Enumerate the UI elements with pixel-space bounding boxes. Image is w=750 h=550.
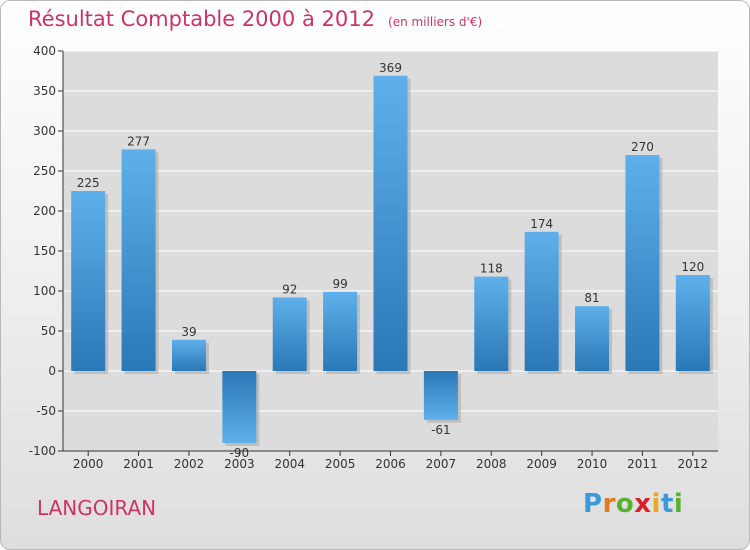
logo-letter: r (602, 489, 616, 519)
y-tick-label: -50 (36, 404, 56, 418)
x-tick-label-2008: 2008 (476, 457, 507, 471)
bar-2002 (171, 339, 206, 371)
value-label-2011: 270 (631, 140, 654, 154)
logo-letter: P (583, 489, 603, 519)
y-tick-label: -100 (29, 444, 56, 458)
value-label-2010: 81 (584, 291, 599, 305)
x-tick-label-2011: 2011 (627, 457, 658, 471)
y-tick-label: 200 (33, 204, 56, 218)
bar-2005 (323, 291, 358, 371)
x-tick-label-2003: 2003 (224, 457, 255, 471)
x-tick-label-2006: 2006 (375, 457, 406, 471)
value-label-2000: 225 (77, 176, 100, 190)
value-label-2008: 118 (480, 262, 503, 276)
y-tick-label: 300 (33, 124, 56, 138)
value-label-2002: 39 (181, 325, 196, 339)
y-tick-label: 150 (33, 244, 56, 258)
logo-letter: t (660, 489, 674, 519)
location-name: LANGOIRAN (37, 496, 157, 520)
bar-2010 (575, 306, 610, 371)
x-tick-label-2004: 2004 (274, 457, 305, 471)
x-tick-label-2001: 2001 (123, 457, 154, 471)
bar-2011 (625, 155, 660, 371)
x-tick-label-2010: 2010 (577, 457, 608, 471)
bar-2006 (373, 75, 408, 372)
value-label-2006: 369 (379, 61, 402, 75)
bar-2007 (423, 371, 458, 420)
logo-letter: x (634, 489, 652, 519)
logo-letter: o (615, 489, 635, 519)
logo-letter: i (673, 489, 684, 519)
value-label-2005: 99 (332, 277, 347, 291)
x-tick-label-2002: 2002 (174, 457, 205, 471)
y-tick-label: 350 (33, 84, 56, 98)
logo-letter: i (651, 489, 661, 519)
y-tick-label: 100 (33, 284, 56, 298)
x-tick-label-2009: 2009 (526, 457, 557, 471)
chart-title: Résultat Comptable 2000 à 2012 (en milli… (28, 7, 482, 31)
value-label-2009: 174 (530, 217, 553, 231)
bar-2001 (121, 149, 156, 371)
unit-subtitle: (en milliers d'€) (388, 15, 483, 29)
x-tick-label-2007: 2007 (426, 457, 457, 471)
bar-2009 (524, 231, 559, 371)
y-tick-label: 0 (48, 364, 56, 378)
x-tick-label-2000: 2000 (73, 457, 104, 471)
x-tick-label-2005: 2005 (325, 457, 356, 471)
proxiti-logo: Proxiti (583, 489, 683, 519)
x-tick-label-2012: 2012 (678, 457, 709, 471)
bar-2004 (272, 297, 307, 371)
y-tick-label: 250 (33, 164, 56, 178)
title-text: Résultat Comptable 2000 à 2012 (28, 7, 375, 31)
value-label-2012: 120 (681, 260, 704, 274)
y-tick-label: 400 (33, 44, 56, 58)
bar-2003 (222, 371, 257, 443)
bar-2008 (474, 276, 509, 371)
value-label-2004: 92 (282, 282, 297, 296)
bar-2012 (675, 275, 710, 371)
value-label-2001: 277 (127, 134, 150, 148)
bar-2000 (71, 191, 106, 371)
y-tick-label: 50 (41, 324, 56, 338)
value-label-2007: -61 (431, 423, 451, 437)
